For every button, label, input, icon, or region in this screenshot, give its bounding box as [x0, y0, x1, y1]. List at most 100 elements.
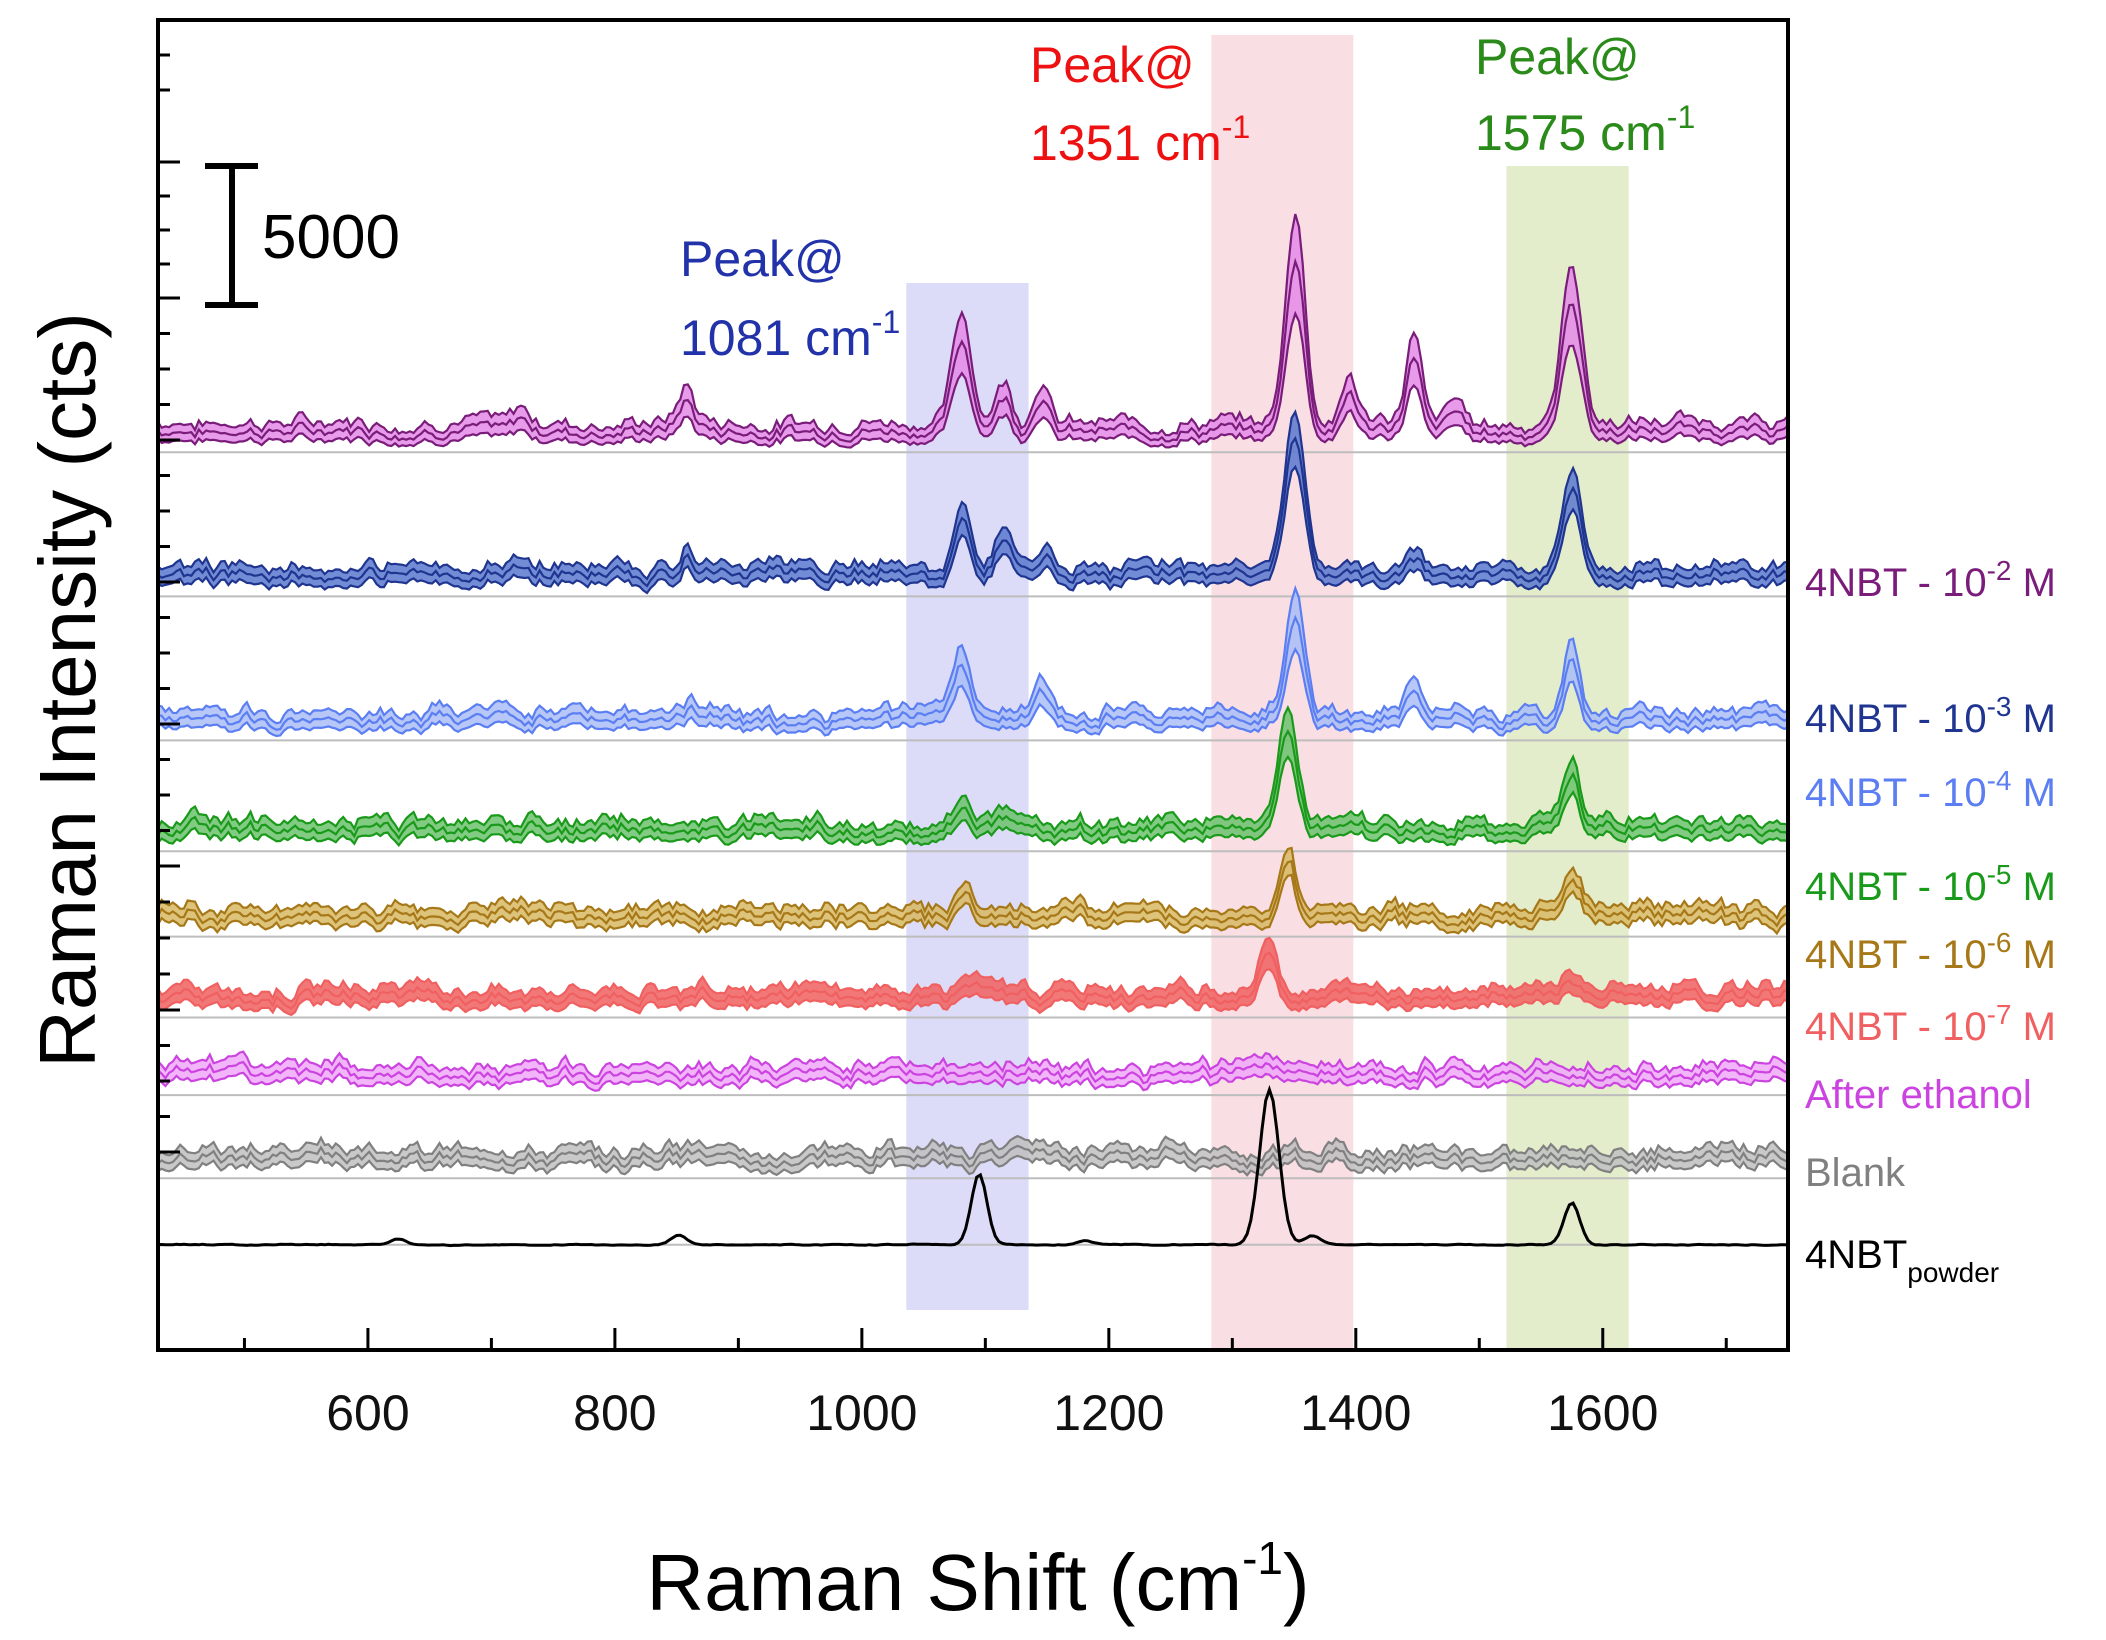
- peak-label-title-1575: Peak@: [1475, 29, 1640, 85]
- series-label-exp-1: -3: [1987, 691, 2012, 722]
- y-axis-title: Raman Intensity (cts): [23, 312, 112, 1068]
- series-band-2: [158, 588, 1788, 736]
- series-line-2-0: [157, 584, 1789, 725]
- series-8: [157, 1084, 1788, 1248]
- series-label-name-2: 4NBT - 10: [1805, 771, 1987, 815]
- baselines: [158, 451, 1788, 1246]
- series-line-0-1: [157, 310, 1789, 449]
- series-line-3-1: [157, 755, 1789, 848]
- series-6: [157, 1050, 1789, 1092]
- series-line-2-1: [157, 647, 1789, 738]
- x-tick-label-600: 600: [326, 1385, 409, 1441]
- series-label-exp-3: -5: [1987, 859, 2012, 890]
- series-label-suffix-0: M: [2011, 561, 2055, 605]
- scale-bar-label: 5000: [262, 203, 400, 272]
- series-line-3-2: [157, 729, 1789, 841]
- peak-label-value-text-1575: 1575 cm: [1475, 105, 1667, 161]
- series-label-0: 4NBT - 10-2 M: [1805, 555, 2056, 605]
- series-label-exp-4: -6: [1987, 927, 2012, 958]
- series-line-1-0: [157, 409, 1789, 581]
- series-line-2-2: [157, 614, 1789, 731]
- series-label-8: 4NBTpowder: [1805, 1233, 1999, 1288]
- series-line-4-0: [157, 846, 1789, 921]
- x-axis-title-close: ): [1283, 1538, 1310, 1627]
- series-label-name-8: 4NBT: [1805, 1233, 1907, 1277]
- spectra-series: [157, 213, 1789, 1248]
- series-label-5: 4NBT - 10-7 M: [1805, 999, 2056, 1049]
- series-label-sub-8: powder: [1907, 1257, 1999, 1288]
- series-0: [157, 213, 1789, 449]
- x-tick-label-800: 800: [573, 1385, 656, 1441]
- series-label-exp-5: -7: [1987, 999, 2012, 1030]
- series-label-suffix-3: M: [2011, 865, 2055, 909]
- series-label-4: 4NBT - 10-6 M: [1805, 927, 2056, 977]
- series-line-7-0: [157, 1134, 1789, 1163]
- series-4: [157, 846, 1789, 936]
- x-tick-label-1400: 1400: [1300, 1385, 1411, 1441]
- series-line-3-0: [157, 705, 1789, 833]
- series-label-6: After ethanol: [1805, 1073, 2032, 1117]
- x-tick-label-1200: 1200: [1053, 1385, 1164, 1441]
- peak-label-value-1575: 1575 cm-1: [1475, 99, 1695, 161]
- series-2: [157, 584, 1789, 738]
- series-label-suffix-5: M: [2011, 1005, 2055, 1049]
- series-line-5-0: [157, 936, 1789, 1003]
- series-label-3: 4NBT - 10-5 M: [1805, 859, 2056, 909]
- series-line-0-2: [157, 257, 1789, 443]
- plot-frame: [156, 18, 1790, 1352]
- peak-label-value-1081: 1081 cm-1: [680, 304, 900, 366]
- peak-label-exp-1351: -1: [1222, 109, 1250, 145]
- axes: 600 800 1000 1200 1400 1600: [156, 18, 1790, 1441]
- x-axis-title: Raman Shift (cm-1): [646, 1532, 1309, 1627]
- x-axis-title-exp: -1: [1242, 1532, 1283, 1584]
- series-label-7: Blank: [1805, 1151, 1906, 1195]
- x-axis-title-text: Raman Shift (cm: [646, 1538, 1242, 1627]
- peak-label-title-1351: Peak@: [1030, 37, 1195, 93]
- series-line-6-0: [157, 1050, 1789, 1078]
- series-label-name-1: 4NBT - 10: [1805, 697, 1987, 741]
- peak-label-value-text-1351: 1351 cm: [1030, 115, 1222, 171]
- peak-band-1081: [906, 283, 1029, 1310]
- series-label-name-5: 4NBT - 10: [1805, 1005, 1987, 1049]
- series-label-exp-2: -4: [1987, 765, 2012, 796]
- scale-bar: 5000: [205, 163, 400, 308]
- peak-label-value-1351: 1351 cm-1: [1030, 109, 1250, 171]
- series-line-7-1: [157, 1154, 1789, 1177]
- x-tick-label-1000: 1000: [806, 1385, 917, 1441]
- series-line-4-2: [157, 859, 1789, 928]
- series-line-5-2: [157, 951, 1789, 1010]
- series-line-7-2: [157, 1144, 1789, 1170]
- series-band-4: [158, 848, 1788, 934]
- series-line-6-1: [157, 1071, 1789, 1092]
- series-line-1-2: [157, 435, 1789, 588]
- series-label-2: 4NBT - 10-4 M: [1805, 765, 2056, 815]
- peak-label-exp-1575: -1: [1667, 99, 1695, 135]
- series-line-1-1: [157, 464, 1789, 595]
- series-label-suffix-4: M: [2011, 933, 2055, 977]
- series-1: [157, 409, 1789, 595]
- series-line-0-0: [157, 213, 1789, 437]
- series-line-6-2: [157, 1060, 1789, 1086]
- series-label-name-0: 4NBT - 10: [1805, 561, 1987, 605]
- peak-label-exp-1081: -1: [872, 304, 900, 340]
- series-line-8: [157, 1084, 1788, 1248]
- series-5: [157, 936, 1789, 1017]
- series-line-4-1: [157, 873, 1789, 936]
- series-7: [157, 1134, 1789, 1177]
- series-label-name-3: 4NBT - 10: [1805, 865, 1987, 909]
- peak-label-title-1081: Peak@: [680, 231, 845, 287]
- series-3: [157, 705, 1789, 848]
- series-label-name-7: Blank: [1805, 1151, 1906, 1195]
- x-tick-label-1600: 1600: [1547, 1385, 1658, 1441]
- series-band-6: [158, 1051, 1788, 1091]
- peak-label-value-text-1081: 1081 cm: [680, 310, 872, 366]
- series-label-exp-0: -2: [1987, 555, 2012, 586]
- series-label-suffix-2: M: [2011, 771, 2055, 815]
- series-label-suffix-1: M: [2011, 697, 2055, 741]
- series-label-name-4: 4NBT - 10: [1805, 933, 1987, 977]
- series-label-1: 4NBT - 10-3 M: [1805, 691, 2056, 741]
- series-line-5-1: [157, 967, 1789, 1017]
